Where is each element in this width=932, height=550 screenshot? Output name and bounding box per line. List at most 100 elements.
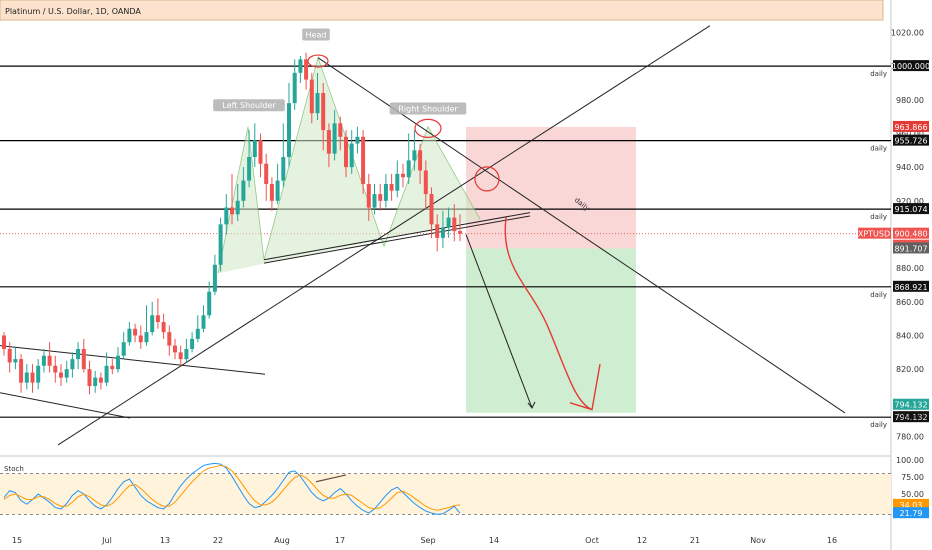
stoch-d-tag-bg (893, 498, 929, 510)
target-zone (466, 248, 636, 413)
target-price-tag-bg (893, 398, 929, 410)
candle-body (452, 217, 457, 232)
candle-body (116, 355, 120, 370)
candle-body (406, 160, 411, 178)
y-tick-label: 940.00 (896, 163, 924, 172)
candle-body (326, 130, 331, 154)
candle-body (207, 291, 212, 316)
level-daily-label: daily (870, 145, 887, 153)
header-bar (0, 0, 884, 21)
candle-body (401, 173, 405, 178)
candle-body (76, 348, 81, 360)
stop-price-tag: 963.866 (894, 123, 927, 132)
x-tick-label: 21 (690, 536, 700, 545)
x-tick-label: 12 (637, 536, 647, 545)
red-projection-path (504, 217, 593, 411)
level-price-tag: 794.132 (894, 413, 927, 422)
candle-body (70, 359, 75, 370)
symbol-tag: XPTUSD (858, 230, 890, 239)
candle-body (378, 194, 383, 201)
x-tick-label: Oct (585, 536, 599, 545)
candle-body (224, 207, 229, 225)
candle-body (241, 180, 246, 201)
y-tick-label: 780.00 (896, 433, 924, 442)
y-tick-label: 880.00 (896, 264, 924, 273)
head-label-bg (302, 28, 330, 41)
candle-body (195, 328, 200, 339)
y-tick-label: 1020.00 (891, 28, 924, 37)
candle-body (87, 369, 92, 387)
candle-body (167, 332, 172, 346)
level-price-tag-bg (893, 134, 929, 146)
level-price-tag: 915.074 (894, 205, 927, 214)
x-tick-label: Jul (101, 536, 112, 545)
right-shoulder-label-bg (389, 102, 467, 115)
candle-body (423, 170, 428, 195)
left-shoulder-label-bg (213, 99, 285, 112)
x-tick-label: Aug (274, 536, 290, 545)
candle-body (64, 369, 69, 378)
candle-body (395, 173, 400, 191)
level-daily-label: daily (870, 213, 887, 221)
neckline-upper (263, 212, 531, 261)
candle-body (81, 348, 86, 370)
candle-body (47, 355, 52, 366)
candle-body (264, 163, 269, 184)
channel-lower-line (0, 392, 131, 419)
x-tick-label: Sep (420, 536, 435, 545)
stop-loss-zone (466, 126, 636, 249)
right-shoulder-label: Right Shoulder (398, 105, 458, 114)
candle-body (138, 335, 143, 343)
candle-body (309, 79, 314, 114)
left-shoulder-label: Left Shoulder (222, 101, 276, 110)
symbol-tag-bg (858, 227, 891, 239)
candle-body (281, 157, 286, 181)
y-tick-label: 980.00 (896, 96, 924, 105)
candle-body (372, 194, 377, 208)
candle-body (298, 59, 303, 73)
candle-body (418, 150, 423, 171)
candle-body (389, 183, 394, 191)
head-label: Head (306, 30, 327, 39)
candle-body (59, 372, 63, 378)
stoch-y-tick: 75.00 (901, 473, 924, 482)
candle-body (212, 264, 217, 292)
candle-body (184, 348, 189, 360)
candle-body (178, 352, 183, 360)
x-tick-label: 22 (213, 536, 223, 545)
y-tick-label: 960.00 (896, 129, 924, 138)
target-price-tag: 794.132 (894, 401, 927, 410)
x-tick-label: 16 (827, 536, 837, 545)
candle-body (344, 136, 348, 168)
candle-body (292, 72, 297, 104)
candle-body (218, 224, 223, 265)
level-price-tag: 1000.000 (892, 62, 930, 71)
candle-body (144, 332, 149, 343)
candle-body (127, 328, 132, 343)
candle-body (258, 140, 263, 164)
stoch-k-tag: 21.79 (900, 509, 923, 518)
projection-arrow-line (465, 234, 533, 409)
candle-body (321, 93, 326, 131)
candle-body (349, 143, 354, 168)
level-price-tag: 868.921 (894, 283, 927, 292)
candle-body (2, 335, 6, 349)
candle-body (304, 59, 309, 80)
stoch-k-line (3, 462, 461, 515)
candle-body (104, 365, 109, 383)
level-daily-label: daily (870, 291, 887, 299)
descending-trendline (317, 57, 846, 414)
candle-body (110, 365, 115, 370)
candle-body (133, 328, 138, 336)
y-tick-label: 860.00 (896, 298, 924, 307)
level-price-tag-bg (893, 203, 929, 215)
stoch-title: Stoch (4, 465, 24, 473)
stoch-d-line (3, 464, 461, 511)
candle-body (98, 377, 103, 383)
candle-body (275, 180, 280, 201)
stoch-y-tick: 50.00 (901, 490, 924, 499)
candle-body (366, 183, 371, 208)
y-tick-label: 920.00 (896, 197, 924, 206)
y-tick-label: 840.00 (896, 332, 924, 341)
